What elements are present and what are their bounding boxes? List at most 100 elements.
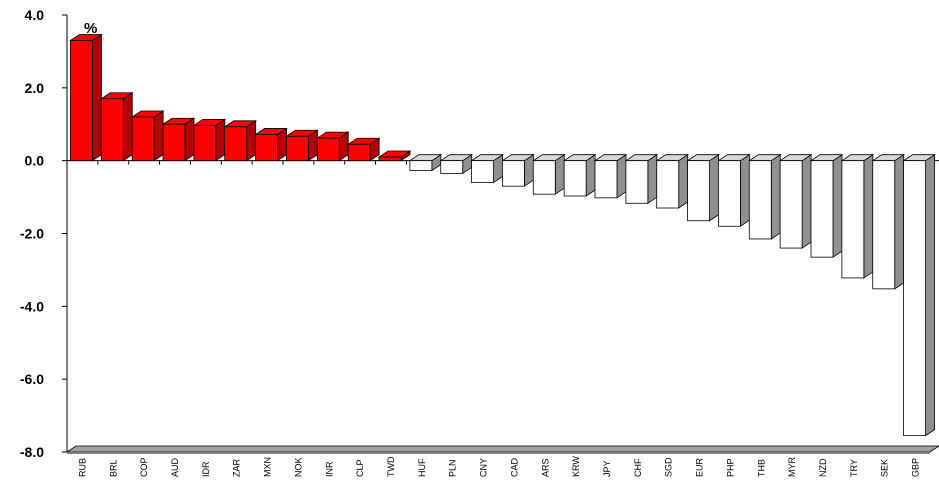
bars (69, 33, 936, 437)
x-tick-label: EUR (695, 457, 705, 477)
y-tick-label: -6.0 (20, 371, 44, 387)
bar-front (502, 160, 525, 187)
bar-side (215, 118, 226, 162)
bar-huf (408, 153, 443, 172)
x-tick-label: TWD (386, 456, 396, 477)
x-tick-label: GBP (911, 458, 921, 477)
bar-side (740, 153, 750, 227)
x-tick-label: COP (139, 457, 149, 477)
y-tick-label: -8.0 (20, 444, 44, 460)
bar-front (378, 156, 402, 162)
bar-side (863, 153, 874, 279)
bar-side (153, 110, 164, 162)
bar-front (656, 160, 680, 209)
bar-cad (501, 153, 535, 187)
bar-side (801, 153, 812, 249)
bar-try (840, 153, 875, 279)
bar-front (286, 135, 309, 162)
bar-front (841, 160, 865, 279)
bar-side (246, 120, 257, 162)
bar-side (832, 153, 843, 258)
x-tick-label: NOK (293, 457, 303, 477)
bar-zar (223, 120, 258, 162)
x-tick-label: CAD (509, 457, 519, 477)
bar-front (563, 160, 587, 197)
floor-edge (67, 452, 930, 454)
bar-mxn (254, 127, 288, 162)
bar-cop (130, 110, 165, 162)
bar-side (122, 92, 133, 162)
bar-side (894, 153, 905, 290)
bar-front (779, 160, 803, 249)
x-tick-label: MYR (787, 457, 797, 478)
bar-myr (778, 153, 813, 249)
bar-front (255, 134, 278, 162)
x-tick-label: CLP (355, 459, 365, 477)
bar-twd (377, 150, 412, 162)
y-tick-label: 4.0 (25, 7, 45, 23)
bar-clp (346, 137, 381, 162)
bar-front (625, 160, 649, 204)
bar-sek (871, 153, 906, 290)
x-tick-label: ARS (540, 458, 550, 477)
bar-thb (747, 153, 782, 240)
bar-aud (161, 117, 196, 162)
bar-front (131, 116, 155, 162)
x-tick-label: JPY (602, 460, 612, 477)
bar-nok (285, 129, 319, 162)
x-tick-label: SGD (664, 457, 674, 477)
bar-side (616, 153, 627, 199)
bar-front (594, 160, 618, 199)
y-tick-label: 0.0 (25, 153, 45, 169)
y-tick-label: -2.0 (20, 226, 44, 242)
bar-brl (99, 92, 134, 162)
x-tick-label: TRY (849, 459, 859, 477)
bar-front (872, 160, 896, 290)
bar-front (193, 124, 217, 162)
bar-side (925, 153, 935, 437)
x-tick-label: AUD (170, 457, 180, 477)
bar-side (678, 153, 689, 209)
bar-front (440, 160, 464, 174)
bar-front (409, 160, 433, 171)
bar-front (718, 160, 741, 227)
x-tick-label: CNY (479, 458, 489, 477)
bar-front (100, 98, 124, 162)
x-tick-label: INR (324, 461, 334, 477)
bar-php (717, 153, 751, 227)
unit-label: % (84, 20, 97, 37)
bar-front (687, 160, 710, 222)
bar-front (532, 160, 556, 195)
x-tick-label: ZAR (232, 458, 242, 477)
floor-top (65, 445, 939, 453)
bar-side (647, 153, 658, 205)
y-tick-label: 2.0 (25, 80, 45, 96)
x-tick-label: SEK (880, 459, 890, 477)
bar-nzd (809, 153, 844, 258)
bar-side (709, 153, 719, 222)
x-tick-label: IDR (201, 461, 211, 477)
bar-front (224, 126, 248, 162)
x-tick-label: THB (756, 459, 766, 477)
bar-pln (439, 153, 474, 175)
bar-front (347, 143, 371, 162)
bar-front (810, 160, 834, 258)
x-tick-label: HUF (417, 458, 427, 477)
bar-idr (192, 118, 227, 162)
bar-sgd (655, 153, 690, 209)
bar-front (316, 137, 340, 162)
bar-front (748, 160, 772, 240)
x-tick-label: BRL (108, 459, 118, 477)
bar-rub (69, 33, 103, 162)
bar-side (554, 153, 565, 195)
bar-front (903, 160, 926, 437)
bar-gbp (902, 153, 936, 437)
x-tick-label: PHP (725, 458, 735, 477)
x-tick-label: MXN (263, 457, 273, 477)
bar-eur (686, 153, 720, 222)
x-tick-label: RUB (77, 458, 87, 477)
y-tick-label: -4.0 (20, 298, 44, 314)
chart-floor (65, 445, 939, 454)
